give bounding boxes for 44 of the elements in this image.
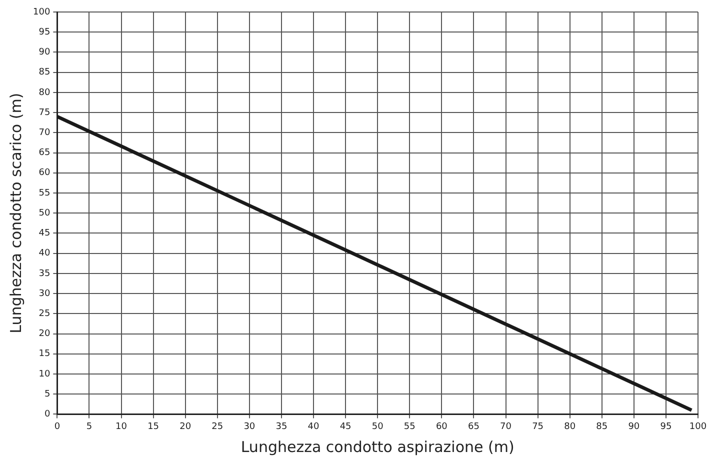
x-tick-label: 95 — [660, 422, 672, 432]
y-tick-label: 25 — [38, 308, 50, 319]
x-tick-label: 80 — [564, 422, 576, 432]
y-tick-label: 85 — [38, 68, 50, 78]
y-tick-label: 80 — [38, 88, 50, 98]
x-tick-label: 30 — [244, 422, 256, 432]
x-tick-label: 65 — [468, 422, 480, 432]
x-tick-label: 90 — [628, 422, 640, 432]
y-axis-title: Lunghezza condotto scarico (m) — [6, 92, 25, 334]
y-tick-label: 30 — [38, 288, 50, 299]
x-tick-label: 100 — [689, 422, 707, 432]
x-tick-label: 70 — [500, 422, 512, 432]
y-tick-label: 60 — [38, 168, 50, 178]
y-tick-label: 70 — [38, 128, 50, 138]
y-tick-label: 65 — [38, 148, 50, 158]
y-tick-label: 55 — [38, 188, 50, 198]
x-tick-label: 15 — [148, 422, 160, 432]
x-tick-label: 75 — [532, 422, 544, 432]
y-tick-label: 35 — [38, 268, 50, 279]
y-tick-label: 45 — [38, 228, 50, 239]
x-tick-label: 10 — [116, 422, 128, 432]
y-tick-label: 5 — [44, 389, 50, 400]
x-tick-label: 45 — [340, 422, 352, 432]
y-tick-label: 90 — [38, 48, 50, 58]
y-tick-label: 95 — [38, 27, 50, 38]
x-tick-label: 0 — [54, 422, 60, 432]
x-tick-label: 35 — [276, 422, 288, 432]
y-tick-label: 40 — [38, 248, 50, 259]
y-tick-label: 20 — [38, 329, 50, 340]
y-tick-label: 10 — [38, 369, 50, 380]
x-tick-label: 60 — [436, 422, 448, 432]
y-tick-label: 75 — [38, 108, 50, 118]
x-tick-label: 5 — [86, 422, 92, 432]
x-tick-label: 25 — [212, 422, 224, 432]
x-tick-label: 50 — [372, 422, 384, 432]
y-tick-label: 0 — [44, 410, 50, 420]
y-tick-label: 50 — [38, 208, 50, 218]
x-tick-label: 20 — [180, 422, 192, 432]
x-tick-label: 55 — [404, 422, 416, 432]
x-tick-label: 40 — [308, 422, 320, 432]
y-tick-label: 100 — [32, 7, 50, 18]
x-tick-label: 85 — [596, 422, 608, 432]
y-tick-label: 15 — [38, 349, 50, 360]
x-axis-title: Lunghezza condotto aspirazione (m) — [240, 438, 514, 456]
